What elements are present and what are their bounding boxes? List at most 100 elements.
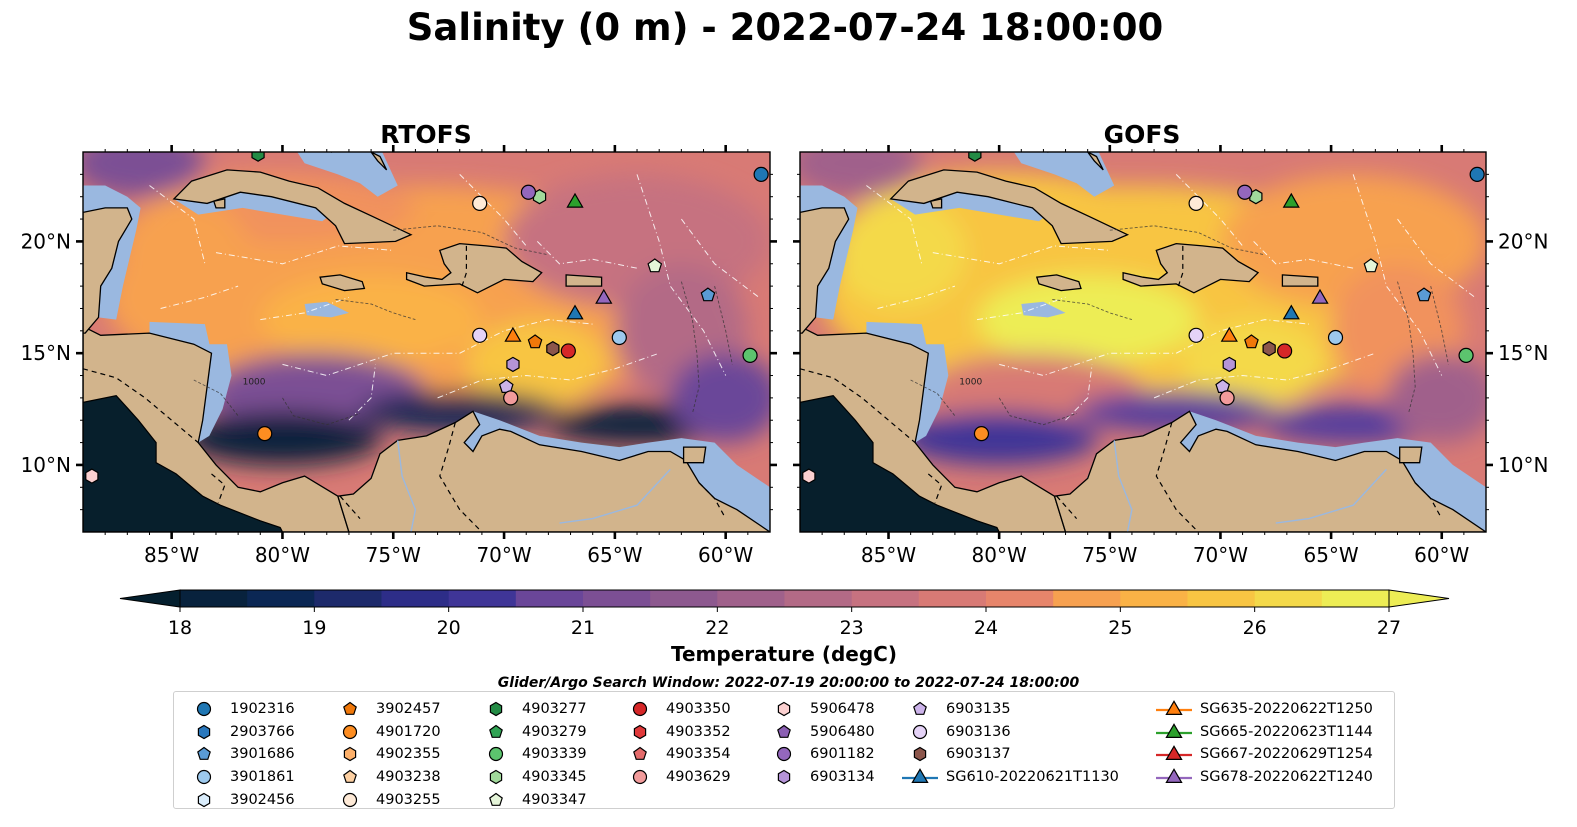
legend-entry: 6901182 (764, 743, 875, 766)
legend-marker-circle-icon (342, 792, 358, 807)
marker-4903339 (742, 347, 758, 364)
border-line (1155, 422, 1199, 532)
legend-entry: 2903766 (184, 721, 295, 744)
shelf-bahamaBank (1013, 152, 1115, 197)
marker-4903629 (503, 390, 519, 406)
legend-label: SG665-20220623T1144 (1200, 723, 1373, 740)
legend-marker-pentagon-icon (343, 769, 357, 783)
land-grandBahama (370, 152, 388, 171)
marker-4901720 (973, 426, 990, 442)
legend-symbol (197, 747, 211, 761)
legend-marker-hexagon-icon (489, 769, 503, 785)
marker-SG665-20220623T1144 (566, 192, 584, 208)
y-tick-label: 10°N (21, 453, 71, 477)
legend-entry: 4903629 (620, 766, 731, 789)
marker-6903134 (506, 356, 520, 373)
contour-line (1052, 299, 1133, 321)
legend-entry: 4903345 (476, 766, 587, 789)
panel-title-rtofs: RTOFS (380, 120, 472, 149)
x-tick-label: 80°W (255, 543, 310, 567)
colorbar-tick-label: 20 (437, 617, 461, 639)
legend-label: 4903238 (376, 769, 441, 786)
marker-4903347 (1363, 258, 1379, 273)
contour-line (714, 285, 733, 365)
eez-line (1065, 364, 1093, 421)
land-andros (1046, 152, 1049, 153)
legend-entry: 6903134 (764, 766, 875, 789)
legend-marker-line-triangle-icon (1156, 768, 1192, 784)
legend-label: 4903279 (522, 723, 587, 740)
colorbar-segment (986, 590, 1054, 607)
legend-marker-hexagon-icon (343, 747, 357, 762)
map-body: 1000 (83, 152, 770, 532)
contour-line (680, 281, 700, 414)
colorbar-label: Temperature (degC) (671, 642, 897, 666)
x-tick-label: 70°W (1193, 543, 1248, 567)
legend-label: 1902316 (230, 701, 295, 718)
eez-line (1397, 218, 1476, 298)
eez-line (932, 245, 1110, 265)
legend-symbol (633, 724, 647, 740)
land-yucatan (83, 207, 133, 334)
marker-6903137 (1262, 341, 1276, 357)
legend-triangle (1165, 700, 1183, 716)
marker-4903255 (472, 195, 488, 212)
legend-marker-circle-icon (342, 724, 358, 739)
legend-marker-pentagon-icon (343, 702, 357, 716)
legend-marker-hexagon-icon (197, 792, 211, 807)
eez-line (1153, 352, 1376, 399)
legend-label: 4903629 (666, 769, 731, 786)
border-line (461, 245, 467, 287)
legend-label: SG667-20220629T1254 (1200, 746, 1373, 763)
colorbar-segment (1053, 590, 1121, 607)
colorbar-outline (179, 589, 1390, 608)
eez-line (976, 296, 1066, 321)
marker-4903255 (1188, 195, 1204, 212)
river-line (397, 440, 417, 532)
legend-label: 4903255 (376, 791, 441, 808)
legend-symbol (777, 724, 791, 738)
eez-line (680, 218, 760, 298)
legend-marker-circle-icon (196, 769, 212, 785)
colorbar-tick-label: 19 (302, 617, 326, 639)
legend-symbol (912, 724, 928, 739)
legend-marker-line-triangle-icon (902, 768, 938, 784)
legend-entry: 6903135 (900, 698, 1119, 721)
legend-symbol (913, 747, 927, 762)
legend: 1902316 2903766 3901686 3901861 3902456 39024… (173, 691, 1395, 809)
map-frame: 85°W 80°W 75°W 70°W 65°W 60°W 10°N 15°N 20°N (793, 145, 1548, 567)
map-border (799, 151, 1487, 533)
legend-symbol (776, 747, 792, 762)
legend-marker-hexagon-icon (913, 747, 927, 762)
legend-label: 2903766 (230, 723, 295, 740)
legend-entry: 4903354 (620, 743, 731, 766)
legend-marker-circle-icon (632, 769, 648, 785)
legend-symbol (489, 792, 503, 806)
legend-triangle (1165, 768, 1183, 784)
southeast-cool (1386, 353, 1486, 443)
marker-3902457 (527, 334, 543, 349)
land-hispaniola (1122, 242, 1260, 294)
legend-entry: SG665-20220623T1144 (1154, 721, 1373, 744)
marker-3901686 (700, 287, 716, 302)
legend-symbol (489, 769, 503, 785)
map-panel-rtofs: 1000 85°W 80°W 75°W 70°W 65°W 60°W 10°N 15°N 20°N (21, 145, 777, 567)
land-jamaica (1035, 274, 1082, 292)
legend-label: 4903347 (522, 791, 587, 808)
eez-line (1253, 241, 1354, 269)
rivers (1113, 440, 1387, 532)
legend-symbol (489, 724, 503, 738)
eez-lines (149, 174, 760, 421)
legend-symbol (632, 769, 648, 785)
colorbar-tick-label: 25 (1108, 617, 1132, 639)
marker-SG665-20220623T1144 (1282, 192, 1300, 208)
panama-cold (182, 411, 383, 465)
country-borders (83, 245, 727, 532)
legend-symbol (197, 792, 211, 807)
eez-line (536, 241, 638, 269)
legend-label: 4903277 (522, 701, 587, 718)
legend-label: 6903135 (946, 701, 1011, 718)
legend-marker-hexagon-icon (633, 724, 647, 740)
legend-marker-circle-icon (196, 702, 212, 717)
contour-line (335, 299, 416, 321)
